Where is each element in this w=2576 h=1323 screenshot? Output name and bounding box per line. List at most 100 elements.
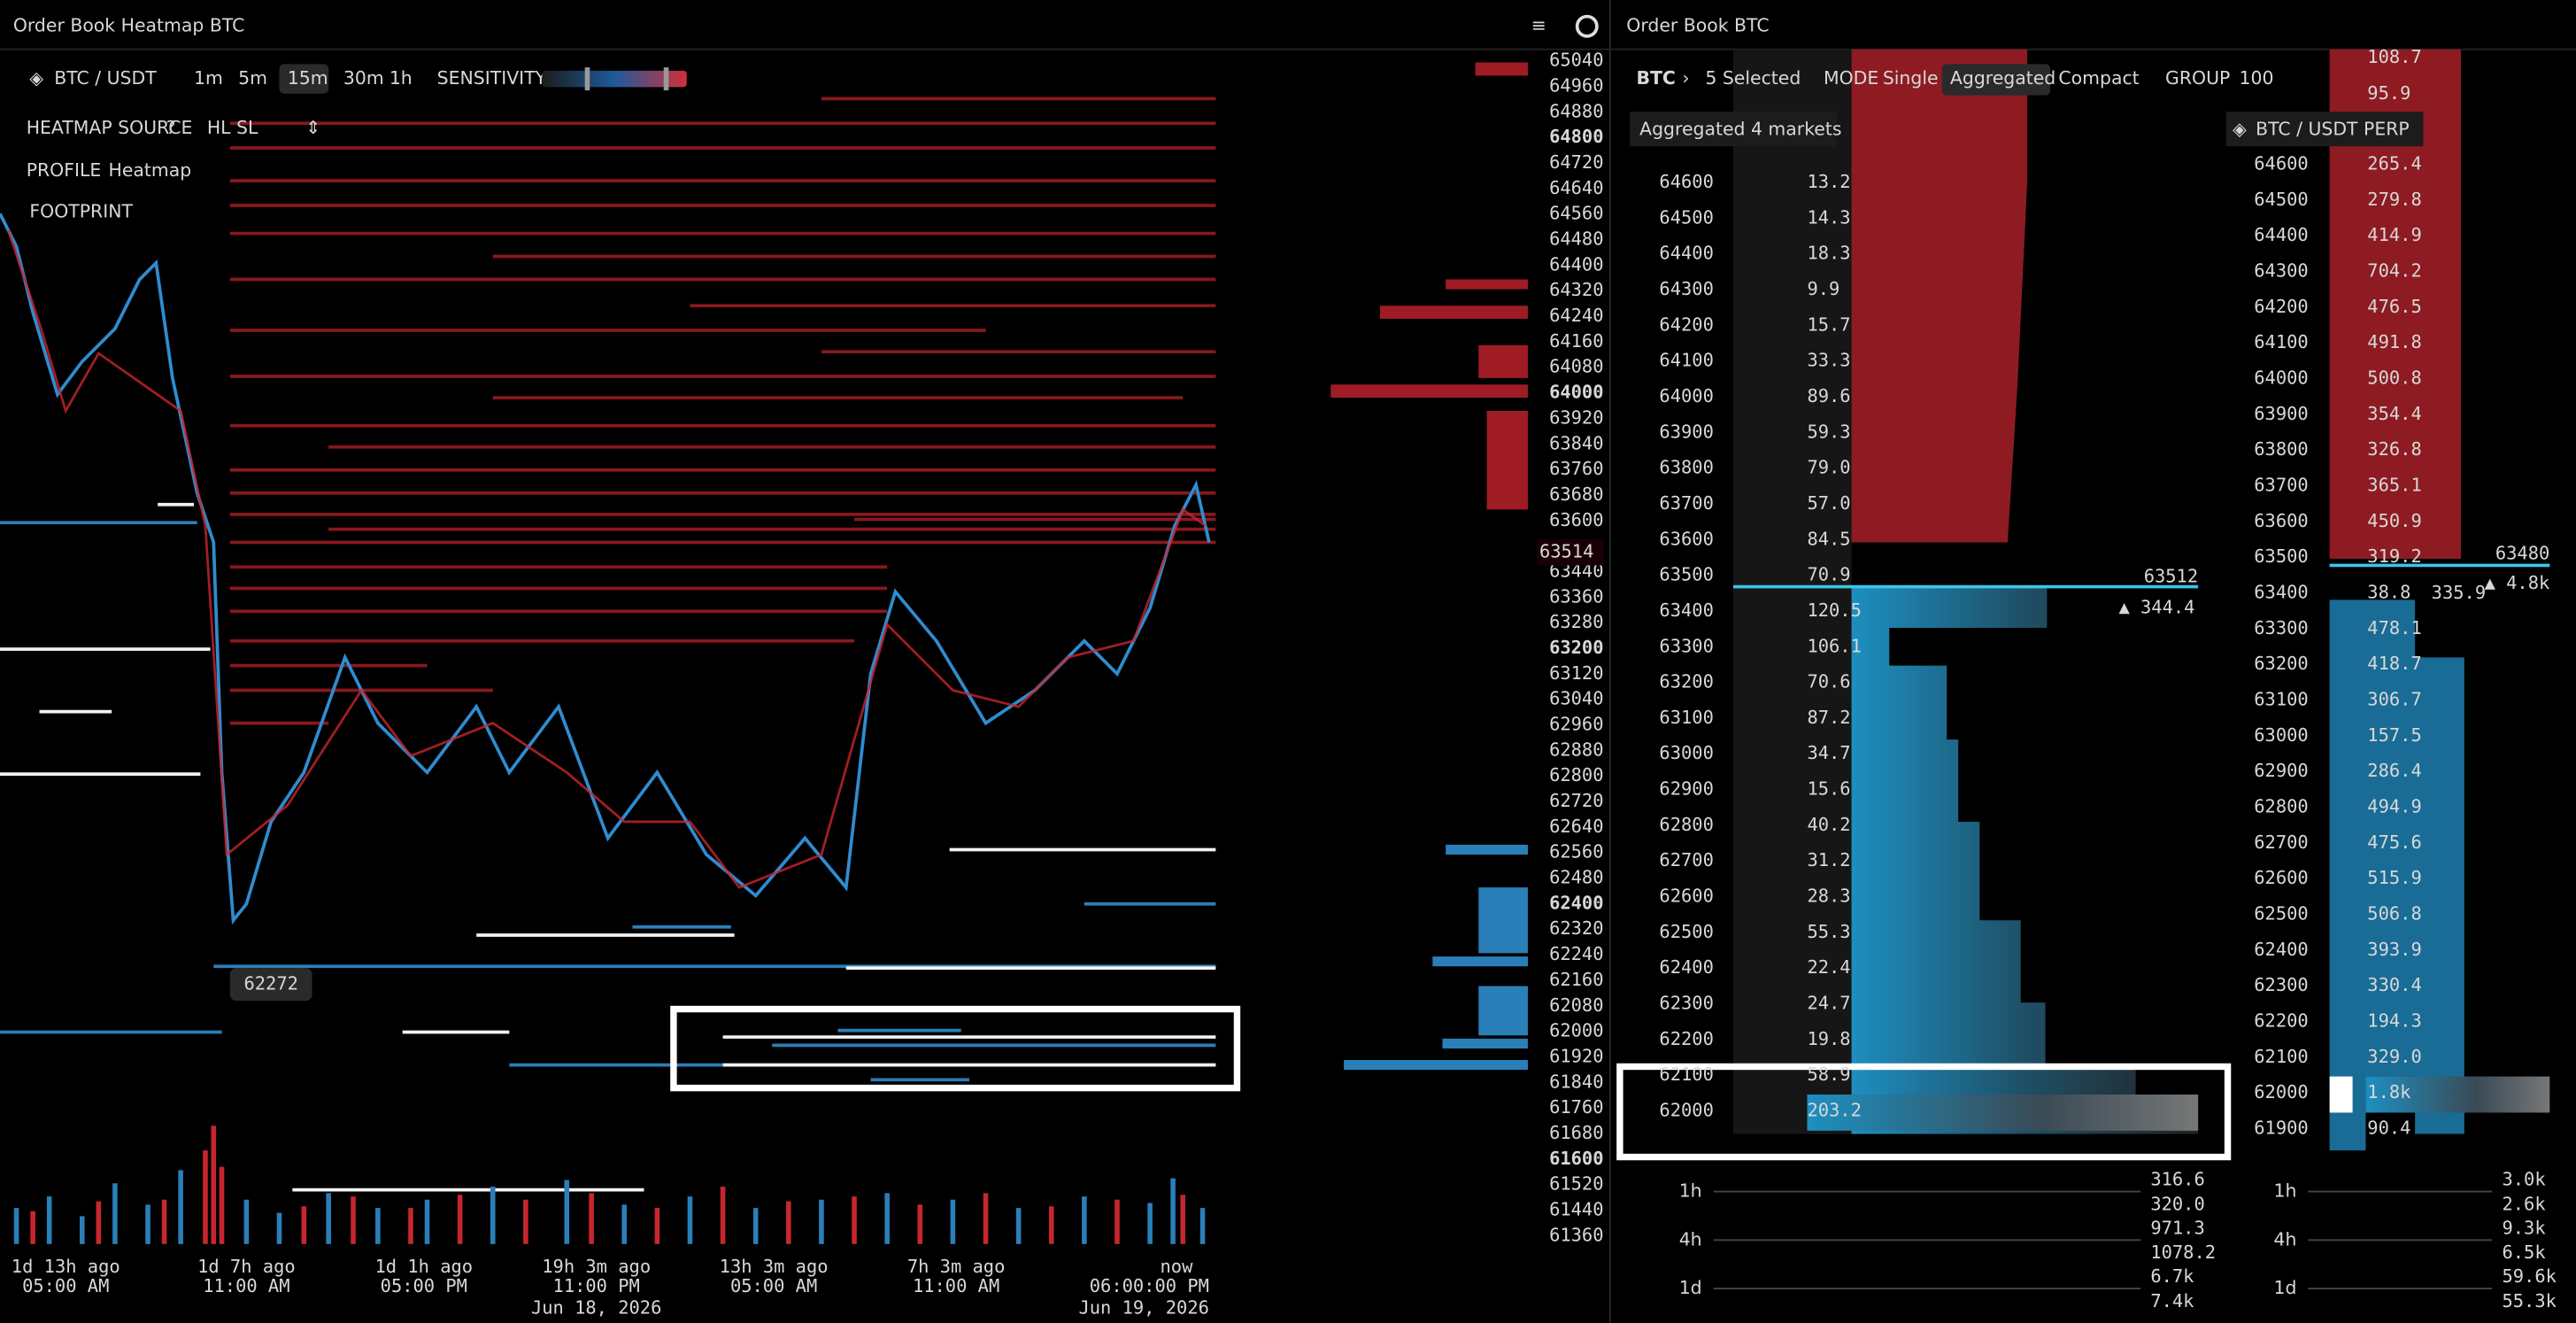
sensitivity-slider[interactable]	[542, 70, 687, 88]
heatmap-source-label: HEATMAP SOURCE	[27, 117, 193, 138]
price: 63700	[2254, 475, 2308, 496]
stat-sell: 320.0	[2150, 1193, 2204, 1214]
timeframe[interactable]: 5m	[238, 67, 267, 89]
asset[interactable]: BTC	[1636, 67, 1675, 89]
value: 108.7	[2367, 46, 2421, 67]
price: 63000	[1659, 742, 1713, 763]
group-label: GROUP	[2165, 67, 2230, 89]
heatmap-source[interactable]: HL SL	[207, 117, 258, 138]
price: 63600	[1659, 528, 1713, 549]
size: 90.4	[2367, 1117, 2410, 1138]
highlight-box	[1616, 1063, 2232, 1161]
selection[interactable]: 5 Selected	[1705, 67, 1801, 89]
size: 494.9	[2367, 796, 2421, 817]
time-clock: 05:00 PM	[381, 1275, 467, 1296]
price-label: 62240	[1549, 943, 1603, 964]
slider-handle[interactable]	[663, 67, 669, 91]
size: 194.3	[2367, 1010, 2421, 1031]
price-line-red	[6, 229, 1207, 889]
size: 9.9	[1807, 278, 1839, 299]
price: 64300	[1659, 278, 1713, 299]
help[interactable]: ?	[166, 117, 175, 138]
price: 63100	[1659, 707, 1713, 728]
price: 62900	[2254, 760, 2308, 781]
size: 329.0	[2367, 1046, 2421, 1067]
timeframe[interactable]: 1m	[194, 67, 223, 89]
size: 506.8	[2367, 902, 2421, 924]
timeframe[interactable]: 15m	[288, 67, 328, 89]
menu-icon[interactable]: ≡	[1531, 15, 1546, 36]
price-label: 62000	[1549, 1020, 1603, 1041]
size: 70.6	[1807, 671, 1850, 692]
size: 14.3	[1807, 206, 1850, 228]
price: 64600	[2254, 153, 2308, 174]
price: 63200	[2254, 653, 2308, 674]
symbol[interactable]: BTC / USDT	[54, 67, 157, 89]
size: 286.4	[2367, 760, 2421, 781]
footprint-label[interactable]: FOOTPRINT	[29, 200, 133, 221]
depth-big-bar	[1807, 1095, 2199, 1131]
price: 64200	[1659, 313, 1713, 335]
inline-value: 335.9	[2432, 582, 2486, 603]
size: 500.8	[2367, 368, 2421, 389]
stat-buy: 59.6k	[2502, 1265, 2556, 1287]
size: 393.9	[2367, 939, 2421, 960]
time-ago: now	[1161, 1256, 1194, 1277]
price: 62000	[2254, 1081, 2308, 1102]
price: 64600	[1659, 171, 1713, 192]
price: 62400	[2254, 939, 2308, 960]
volume-bars-red	[30, 1126, 1186, 1244]
price-label: 63680	[1549, 484, 1603, 505]
price-label: 63600	[1549, 509, 1603, 530]
stat-period: 1d	[2274, 1277, 2297, 1298]
price-label: 61760	[1549, 1096, 1603, 1118]
settings-icon[interactable]	[1575, 14, 1599, 38]
price: 61900	[2254, 1117, 2308, 1138]
price-label: 63920	[1549, 406, 1603, 428]
marker-price: 63480	[2495, 542, 2549, 563]
timeframe[interactable]: 30m	[343, 67, 384, 89]
price: 62600	[1659, 886, 1713, 907]
mode[interactable]: Aggregated	[1950, 67, 2055, 89]
timeframe[interactable]: 1h	[389, 67, 413, 89]
value: 95.9	[2367, 82, 2410, 104]
size: 330.4	[2367, 974, 2421, 995]
slider-handle[interactable]	[584, 67, 590, 91]
price: 64100	[2254, 331, 2308, 352]
price-label: 64480	[1549, 228, 1603, 250]
price-label: 63840	[1549, 432, 1603, 453]
market-bid-bars	[2329, 600, 2464, 1151]
size: 70.9	[1807, 564, 1850, 585]
stat-sell: 1078.2	[2150, 1242, 2216, 1263]
profile[interactable]: Heatmap	[108, 159, 191, 181]
price: 63800	[1659, 457, 1713, 478]
price-label: 63280	[1549, 611, 1603, 632]
price: 64000	[1659, 385, 1713, 406]
size: 414.9	[2367, 224, 2421, 245]
volume-profile	[1330, 62, 1528, 510]
size: 55.3	[1807, 921, 1850, 942]
select-caret[interactable]: ⇕	[305, 117, 320, 138]
size: 476.5	[2367, 296, 2421, 317]
price-label: 62160	[1549, 969, 1603, 990]
price: 64400	[2254, 224, 2308, 245]
stat-buy: 316.6	[2150, 1169, 2204, 1190]
size: 87.2	[1807, 707, 1850, 728]
time-clock: 05:00 AM	[730, 1275, 817, 1296]
group[interactable]: 100	[2240, 67, 2274, 89]
price: 62700	[1659, 849, 1713, 870]
stat-buy: 971.3	[2150, 1217, 2204, 1238]
price: 63000	[2254, 724, 2308, 746]
price-label: 62400	[1549, 892, 1603, 913]
size: 79.0	[1807, 457, 1850, 478]
market-cursor	[2329, 1076, 2353, 1113]
size: 1.8k	[2367, 1081, 2410, 1102]
mode-active	[1941, 64, 2051, 96]
price: 63300	[2254, 617, 2308, 638]
mode[interactable]: Compact	[2058, 67, 2139, 89]
time-clock: 11:00 PM	[553, 1275, 640, 1296]
time-date: Jun 18, 2026	[531, 1296, 661, 1318]
size: 15.7	[1807, 313, 1850, 335]
mode[interactable]: Single	[1883, 67, 1939, 89]
price-label: 63040	[1549, 688, 1603, 709]
